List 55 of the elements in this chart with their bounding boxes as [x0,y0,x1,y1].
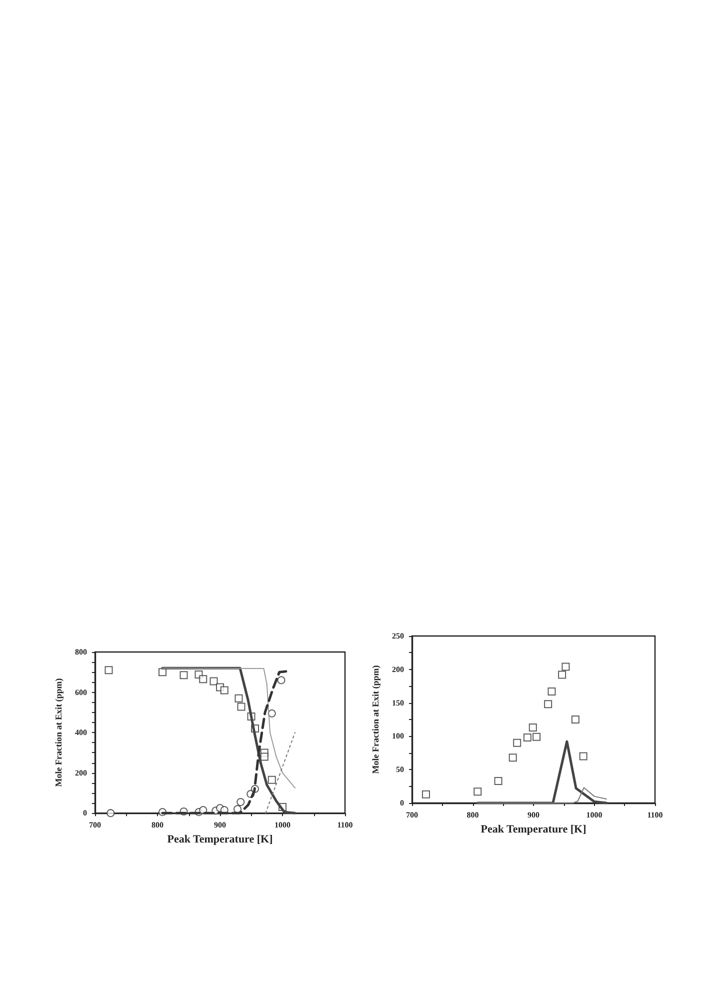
y-tick-label: 400 [75,728,87,738]
point [268,709,276,718]
point [210,677,218,686]
point [237,702,246,711]
point [513,738,522,747]
x-tick-label: 900 [214,820,226,830]
point [528,724,537,732]
y-tick-label: 250 [392,632,404,640]
point [532,732,541,741]
point [508,754,517,762]
x-axis-title: Peak Temperature [K] [480,823,586,836]
point [199,806,208,814]
y-tick-label: 800 [75,648,87,656]
x-tick-label: 900 [528,810,540,820]
y-tick-label: 150 [392,698,404,708]
point [180,671,188,680]
x-tick-label: 1100 [647,810,663,820]
point [277,676,286,684]
point [104,666,113,674]
point [579,752,588,760]
point [158,668,166,676]
y-tick-label: 600 [75,688,87,697]
x-tick-label: 800 [466,810,479,820]
line-series [477,787,607,804]
y-tick-label: 50 [396,765,404,774]
x-tick-label: 700 [406,810,418,820]
point [548,687,556,696]
y-tick-label: 0 [400,798,404,808]
x-tick-label: 1100 [337,820,353,830]
x-tick-label: 800 [152,820,164,830]
point [422,790,430,798]
x-tick-label: 1000 [274,820,290,830]
point [260,752,268,761]
point [199,675,208,684]
point [234,694,243,702]
point [523,734,532,742]
y-axis-title: Mole Fraction at Exit (ppm) [54,678,64,787]
point [268,776,276,784]
x-axis-title: Peak Temperature [K] [167,834,273,846]
point [558,670,566,679]
point [562,662,570,671]
x-tick-label: 1000 [586,810,602,820]
y-tick-label: 100 [392,732,404,741]
point [544,700,552,708]
point [220,686,228,694]
y-tick-label: 200 [75,768,87,778]
y-axis-title: Mole Fraction at Exit (ppm) [370,665,380,774]
point [474,788,482,796]
y-tick-label: 200 [392,664,404,674]
x-tick-label: 700 [89,820,101,830]
point [236,798,245,806]
point [494,776,502,785]
y-tick-label: 0 [83,808,87,818]
point [106,809,115,818]
point [571,716,580,724]
